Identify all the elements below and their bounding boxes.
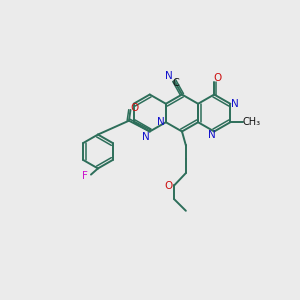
Text: N: N xyxy=(165,71,173,81)
Text: N: N xyxy=(158,117,165,127)
Text: C: C xyxy=(172,78,179,88)
Text: N: N xyxy=(231,99,239,109)
Text: CH₃: CH₃ xyxy=(242,117,260,127)
Text: O: O xyxy=(130,103,139,112)
Text: N: N xyxy=(142,132,150,142)
Text: O: O xyxy=(164,181,172,191)
Text: F: F xyxy=(82,171,88,181)
Text: O: O xyxy=(213,73,221,83)
Text: N: N xyxy=(208,130,216,140)
